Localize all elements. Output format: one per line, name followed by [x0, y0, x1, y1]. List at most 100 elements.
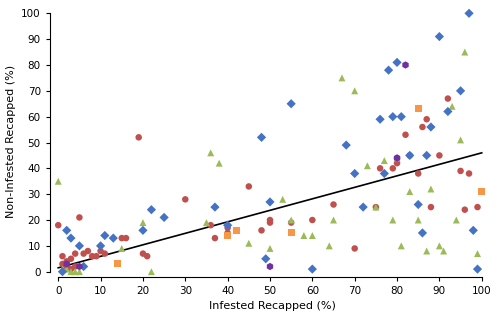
Brazil/Africa (Martin et al., 2020) [300, 233, 308, 238]
UK (Hawkins, 2020) [96, 243, 104, 249]
Hawaii (this study) [402, 62, 409, 68]
Europe (Oddie et al., 2018) [211, 236, 219, 241]
Europe (Oddie et al., 2018) [266, 220, 274, 225]
Europe (Oddie et al., 2018) [258, 228, 266, 233]
Brazil/Africa (Martin et al., 2020) [372, 204, 380, 210]
Brazil/Africa (Martin et al., 2020) [364, 163, 372, 168]
Hawaii (this study) [62, 262, 70, 267]
Europe (Oddie et al., 2018) [266, 217, 274, 223]
Brazil/Africa (Martin et al., 2020) [427, 186, 435, 191]
Brazil/Africa (Martin et al., 2020) [380, 158, 388, 163]
Y-axis label: Non-Infested Recapped (%): Non-Infested Recapped (%) [6, 65, 16, 218]
UK (Hawkins, 2020) [456, 88, 464, 94]
Brazil/Africa (Martin et al., 2020) [474, 251, 482, 256]
Europe (Oddie et al., 2018) [206, 223, 214, 228]
Minnesota (M. Spivak unpublished data) [232, 228, 240, 233]
UK (Hawkins, 2020) [342, 143, 350, 148]
Brazil/Africa (Martin et al., 2020) [62, 267, 70, 272]
Europe (Oddie et al., 2018) [224, 230, 232, 236]
UK (Hawkins, 2020) [80, 264, 88, 269]
Brazil/Africa (Martin et al., 2020) [58, 267, 66, 272]
Minnesota (M. Spivak unpublished data) [287, 230, 295, 236]
Europe (Oddie et al., 2018) [402, 132, 409, 137]
Europe (Oddie et al., 2018) [456, 168, 464, 173]
Europe (Oddie et al., 2018) [101, 251, 109, 256]
Europe (Oddie et al., 2018) [88, 254, 96, 259]
Brazil/Africa (Martin et al., 2020) [393, 155, 401, 160]
Hawaii (this study) [266, 264, 274, 269]
UK (Hawkins, 2020) [262, 256, 270, 261]
Brazil/Africa (Martin et al., 2020) [456, 137, 464, 142]
UK (Hawkins, 2020) [465, 11, 473, 16]
UK (Hawkins, 2020) [380, 171, 388, 176]
Europe (Oddie et al., 2018) [427, 204, 435, 210]
UK (Hawkins, 2020) [422, 153, 430, 158]
UK (Hawkins, 2020) [67, 236, 75, 241]
Minnesota (M. Spivak unpublished data) [224, 233, 232, 238]
Europe (Oddie et al., 2018) [245, 184, 253, 189]
Brazil/Africa (Martin et al., 2020) [448, 104, 456, 109]
Europe (Oddie et al., 2018) [461, 207, 469, 212]
Europe (Oddie et al., 2018) [134, 135, 142, 140]
Europe (Oddie et al., 2018) [58, 254, 66, 259]
UK (Hawkins, 2020) [101, 233, 109, 238]
UK (Hawkins, 2020) [139, 228, 147, 233]
Europe (Oddie et al., 2018) [76, 215, 84, 220]
Europe (Oddie et al., 2018) [118, 236, 126, 241]
UK (Hawkins, 2020) [470, 228, 478, 233]
Europe (Oddie et al., 2018) [139, 251, 147, 256]
Hawaii (this study) [393, 155, 401, 160]
Brazil/Africa (Martin et al., 2020) [202, 220, 210, 225]
X-axis label: Infested Recapped (%): Infested Recapped (%) [208, 301, 336, 311]
Brazil/Africa (Martin et al., 2020) [71, 269, 79, 274]
Hawaii (this study) [76, 264, 84, 269]
Europe (Oddie et al., 2018) [62, 259, 70, 264]
Europe (Oddie et al., 2018) [372, 204, 380, 210]
UK (Hawkins, 2020) [224, 223, 232, 228]
UK (Hawkins, 2020) [308, 267, 316, 272]
Brazil/Africa (Martin et al., 2020) [215, 161, 223, 166]
UK (Hawkins, 2020) [414, 202, 422, 207]
UK (Hawkins, 2020) [474, 267, 482, 272]
UK (Hawkins, 2020) [406, 153, 413, 158]
Europe (Oddie et al., 2018) [71, 264, 79, 269]
UK (Hawkins, 2020) [384, 68, 392, 73]
Europe (Oddie et al., 2018) [143, 254, 151, 259]
Minnesota (M. Spivak unpublished data) [414, 107, 422, 112]
Brazil/Africa (Martin et al., 2020) [67, 269, 75, 274]
UK (Hawkins, 2020) [376, 117, 384, 122]
Brazil/Africa (Martin et al., 2020) [398, 243, 406, 249]
Brazil/Africa (Martin et al., 2020) [266, 246, 274, 251]
Europe (Oddie et al., 2018) [418, 125, 426, 130]
Brazil/Africa (Martin et al., 2020) [148, 269, 156, 274]
Europe (Oddie et al., 2018) [224, 225, 232, 230]
UK (Hawkins, 2020) [393, 60, 401, 65]
UK (Hawkins, 2020) [427, 125, 435, 130]
Europe (Oddie et al., 2018) [393, 155, 401, 160]
Europe (Oddie et al., 2018) [350, 246, 358, 251]
Europe (Oddie et al., 2018) [287, 220, 295, 225]
UK (Hawkins, 2020) [160, 215, 168, 220]
Brazil/Africa (Martin et al., 2020) [461, 49, 469, 55]
Europe (Oddie et al., 2018) [54, 223, 62, 228]
Europe (Oddie et al., 2018) [182, 197, 190, 202]
UK (Hawkins, 2020) [350, 171, 358, 176]
Europe (Oddie et al., 2018) [122, 236, 130, 241]
Europe (Oddie et al., 2018) [330, 202, 338, 207]
UK (Hawkins, 2020) [398, 114, 406, 119]
Brazil/Africa (Martin et al., 2020) [326, 243, 334, 249]
Europe (Oddie et al., 2018) [465, 171, 473, 176]
UK (Hawkins, 2020) [266, 199, 274, 204]
Brazil/Africa (Martin et al., 2020) [245, 241, 253, 246]
Brazil/Africa (Martin et al., 2020) [406, 189, 413, 194]
Europe (Oddie et al., 2018) [80, 251, 88, 256]
Europe (Oddie et al., 2018) [406, 153, 413, 158]
Brazil/Africa (Martin et al., 2020) [414, 217, 422, 223]
UK (Hawkins, 2020) [418, 230, 426, 236]
Brazil/Africa (Martin et al., 2020) [278, 197, 286, 202]
UK (Hawkins, 2020) [436, 34, 444, 39]
Brazil/Africa (Martin et al., 2020) [440, 249, 448, 254]
UK (Hawkins, 2020) [359, 204, 367, 210]
Europe (Oddie et al., 2018) [422, 117, 430, 122]
Europe (Oddie et al., 2018) [414, 171, 422, 176]
